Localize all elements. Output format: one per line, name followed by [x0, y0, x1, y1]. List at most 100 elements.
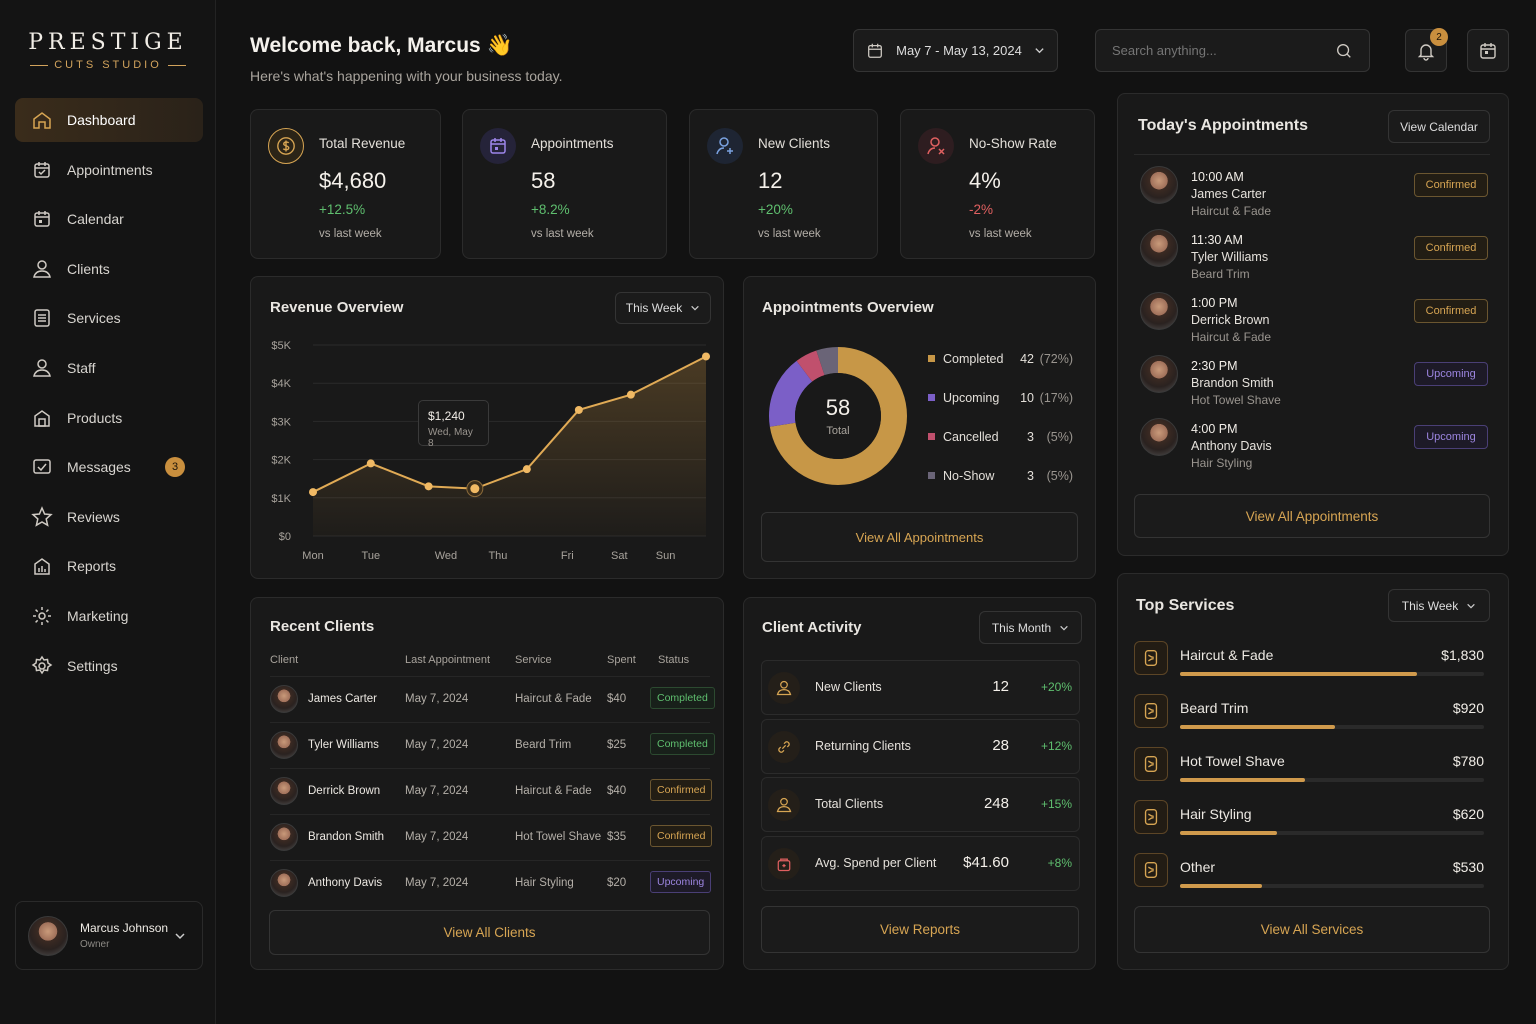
activity-change: +20%: [1040, 680, 1072, 694]
appointment-item[interactable]: 1:00 PM Derrick Brown Haircut & Fade Confir…: [1134, 282, 1490, 345]
x-tick-label: Wed: [435, 550, 457, 562]
donut-slice-no-show[interactable]: [769, 347, 907, 485]
appointment-time: 10:00 AM: [1191, 170, 1244, 184]
table-row[interactable]: Anthony Davis May 7, 2024 Hair Styling $20 U…: [270, 860, 712, 906]
view-all-clients-button[interactable]: View All Clients: [269, 910, 710, 955]
activity-row[interactable]: New Clients 12 +20%: [761, 660, 1080, 715]
y-tick-label: $4K: [271, 378, 291, 390]
sidebar-item-marketing[interactable]: Marketing: [15, 594, 203, 638]
client-name: Tyler Williams: [308, 739, 379, 751]
sidebar-item-calendar[interactable]: Calendar: [15, 197, 203, 241]
x-tick-label: Fri: [561, 550, 574, 562]
client-status-badge: Upcoming: [650, 871, 712, 893]
brand-logo[interactable]: PRESTIGE CUTS STUDIO: [0, 30, 216, 71]
sidebar-item-reviews[interactable]: Reviews: [15, 495, 203, 539]
clients-table-header: Client Last Appointment Service Spent Status: [270, 654, 710, 674]
service-item[interactable]: Beard Trim $920: [1134, 691, 1490, 744]
sidebar-item-label: Clients: [67, 260, 110, 277]
activity-row[interactable]: Returning Clients 28 +12%: [761, 718, 1080, 774]
service-bar-track: [1180, 725, 1484, 729]
revenue-period-select[interactable]: This Week: [615, 292, 711, 324]
date-range-picker[interactable]: May 7 - May 13, 2024: [853, 29, 1058, 72]
data-point[interactable]: [574, 405, 583, 414]
appointment-time: 4:00 PM: [1191, 422, 1238, 436]
appointment-item[interactable]: 11:30 AM Tyler Williams Beard Trim Confirme…: [1134, 219, 1490, 282]
service-item[interactable]: Haircut & Fade $1,830: [1134, 638, 1490, 691]
top-services-title: Top Services: [1136, 597, 1235, 614]
table-row[interactable]: Brandon Smith May 7, 2024 Hot Towel Shave $…: [270, 814, 713, 860]
sidebar-item-appointments[interactable]: Appointments: [15, 148, 203, 192]
service-item[interactable]: Hot Towel Shave $780: [1134, 744, 1490, 797]
avatar: [270, 731, 298, 759]
client-name: James Carter: [308, 693, 378, 705]
data-point[interactable]: [309, 488, 317, 497]
data-point[interactable]: [626, 390, 635, 399]
table-row[interactable]: James Carter May 7, 2024 Haircut & Fade $40…: [270, 676, 715, 722]
activity-row[interactable]: Avg. Spend per Client $41.60 +8%: [761, 835, 1080, 891]
bag-icon: [34, 409, 50, 427]
sidebar-item-dashboard[interactable]: Dashboard: [15, 98, 203, 142]
kpi-card-total-revenue[interactable]: Total Revenue $4,680 +12.5% vs last week: [250, 109, 441, 259]
appointments-donut-chart: [769, 347, 907, 485]
appointment-time: 2:30 PM: [1191, 359, 1238, 373]
appointment-client: Anthony Davis: [1191, 439, 1272, 453]
activity-value: 248: [983, 795, 1009, 812]
column-header: Service: [515, 654, 552, 666]
client-spent: $40: [607, 785, 627, 797]
donut-slice-upcoming[interactable]: [769, 347, 907, 485]
appointment-time: 11:30 AM: [1191, 233, 1243, 247]
sidebar-item-services[interactable]: Services: [15, 296, 203, 340]
kpi-card-new-clients[interactable]: New Clients 12 +20% vs last week: [689, 109, 878, 259]
data-point[interactable]: [366, 459, 375, 468]
data-point[interactable]: [424, 482, 433, 491]
activity-row[interactable]: Total Clients 248 +15%: [761, 777, 1080, 832]
sidebar-item-staff[interactable]: Staff: [15, 346, 203, 390]
sidebar-item-messages[interactable]: Messages 3: [15, 445, 203, 489]
kpi-note: vs last week: [319, 228, 382, 240]
appointment-item[interactable]: 4:00 PM Anthony Davis Hair Styling Upcoming: [1134, 408, 1490, 471]
sidebar-item-reports[interactable]: Reports: [15, 544, 203, 588]
x-tick-label: Mon: [302, 550, 323, 562]
sidebar-item-label: Services: [67, 310, 121, 327]
todays-appointments-card: Today's Appointments View Calendar 10:00…: [1117, 93, 1509, 556]
appointment-item[interactable]: 10:00 AM James Carter Haircut & Fade Confir…: [1134, 156, 1490, 219]
tooltip-date: Wed, May 8: [428, 427, 473, 449]
data-point[interactable]: [522, 465, 531, 474]
chevron-down-icon: [1060, 625, 1068, 631]
service-item[interactable]: Hair Styling $620: [1134, 797, 1490, 850]
search-box[interactable]: [1095, 29, 1370, 72]
notifications-button[interactable]: 2: [1405, 28, 1448, 72]
table-row[interactable]: Derrick Brown May 7, 2024 Haircut & Fade $4…: [270, 768, 713, 814]
kpi-card-no-show-rate[interactable]: No-Show Rate 4% -2% vs last week: [900, 109, 1095, 259]
service-item[interactable]: Other $530: [1134, 850, 1490, 903]
home-icon: [33, 112, 51, 129]
kpi-note: vs last week: [969, 228, 1032, 240]
chevron-down-icon: [175, 932, 185, 939]
recent-clients-title: Recent Clients: [270, 618, 375, 635]
search-icon[interactable]: [1335, 42, 1353, 60]
sidebar-item-clients[interactable]: Clients: [15, 247, 203, 291]
data-point[interactable]: [702, 352, 710, 361]
appointment-item[interactable]: 2:30 PM Brandon Smith Hot Towel Shave Upcom…: [1134, 345, 1490, 408]
data-point[interactable]: [470, 484, 480, 494]
chevron-down-icon: [691, 305, 700, 311]
sidebar-item-settings[interactable]: Settings: [15, 644, 203, 688]
view-reports-button[interactable]: View Reports: [761, 906, 1079, 953]
table-row[interactable]: Tyler Williams May 7, 2024 Beard Trim $25 Co…: [270, 722, 715, 768]
view-all-appointments-link[interactable]: View All Appointments: [1134, 494, 1490, 538]
view-all-appointments-button[interactable]: View All Appointments: [761, 512, 1078, 562]
user-x-icon: [927, 137, 945, 155]
todays-appointments-list: 10:00 AM James Carter Haircut & Fade Confir…: [1134, 156, 1490, 471]
sidebar-item-products[interactable]: Products: [15, 396, 203, 440]
view-all-services-button[interactable]: View All Services: [1134, 906, 1490, 953]
view-calendar-button[interactable]: View Calendar: [1388, 110, 1490, 143]
calendar-shortcut-button[interactable]: [1467, 29, 1509, 72]
client-activity-period-select[interactable]: This Month: [979, 611, 1082, 644]
kpi-card-appointments[interactable]: Appointments 58 +8.2% vs last week: [462, 109, 667, 259]
search-input[interactable]: [1112, 43, 1335, 58]
appointment-client: Derrick Brown: [1191, 313, 1270, 327]
list-icon: [34, 309, 50, 328]
top-services-period-select[interactable]: This Week: [1388, 589, 1490, 622]
user-profile-menu[interactable]: Marcus Johnson Owner: [15, 901, 203, 970]
user-icon: [33, 260, 51, 278]
